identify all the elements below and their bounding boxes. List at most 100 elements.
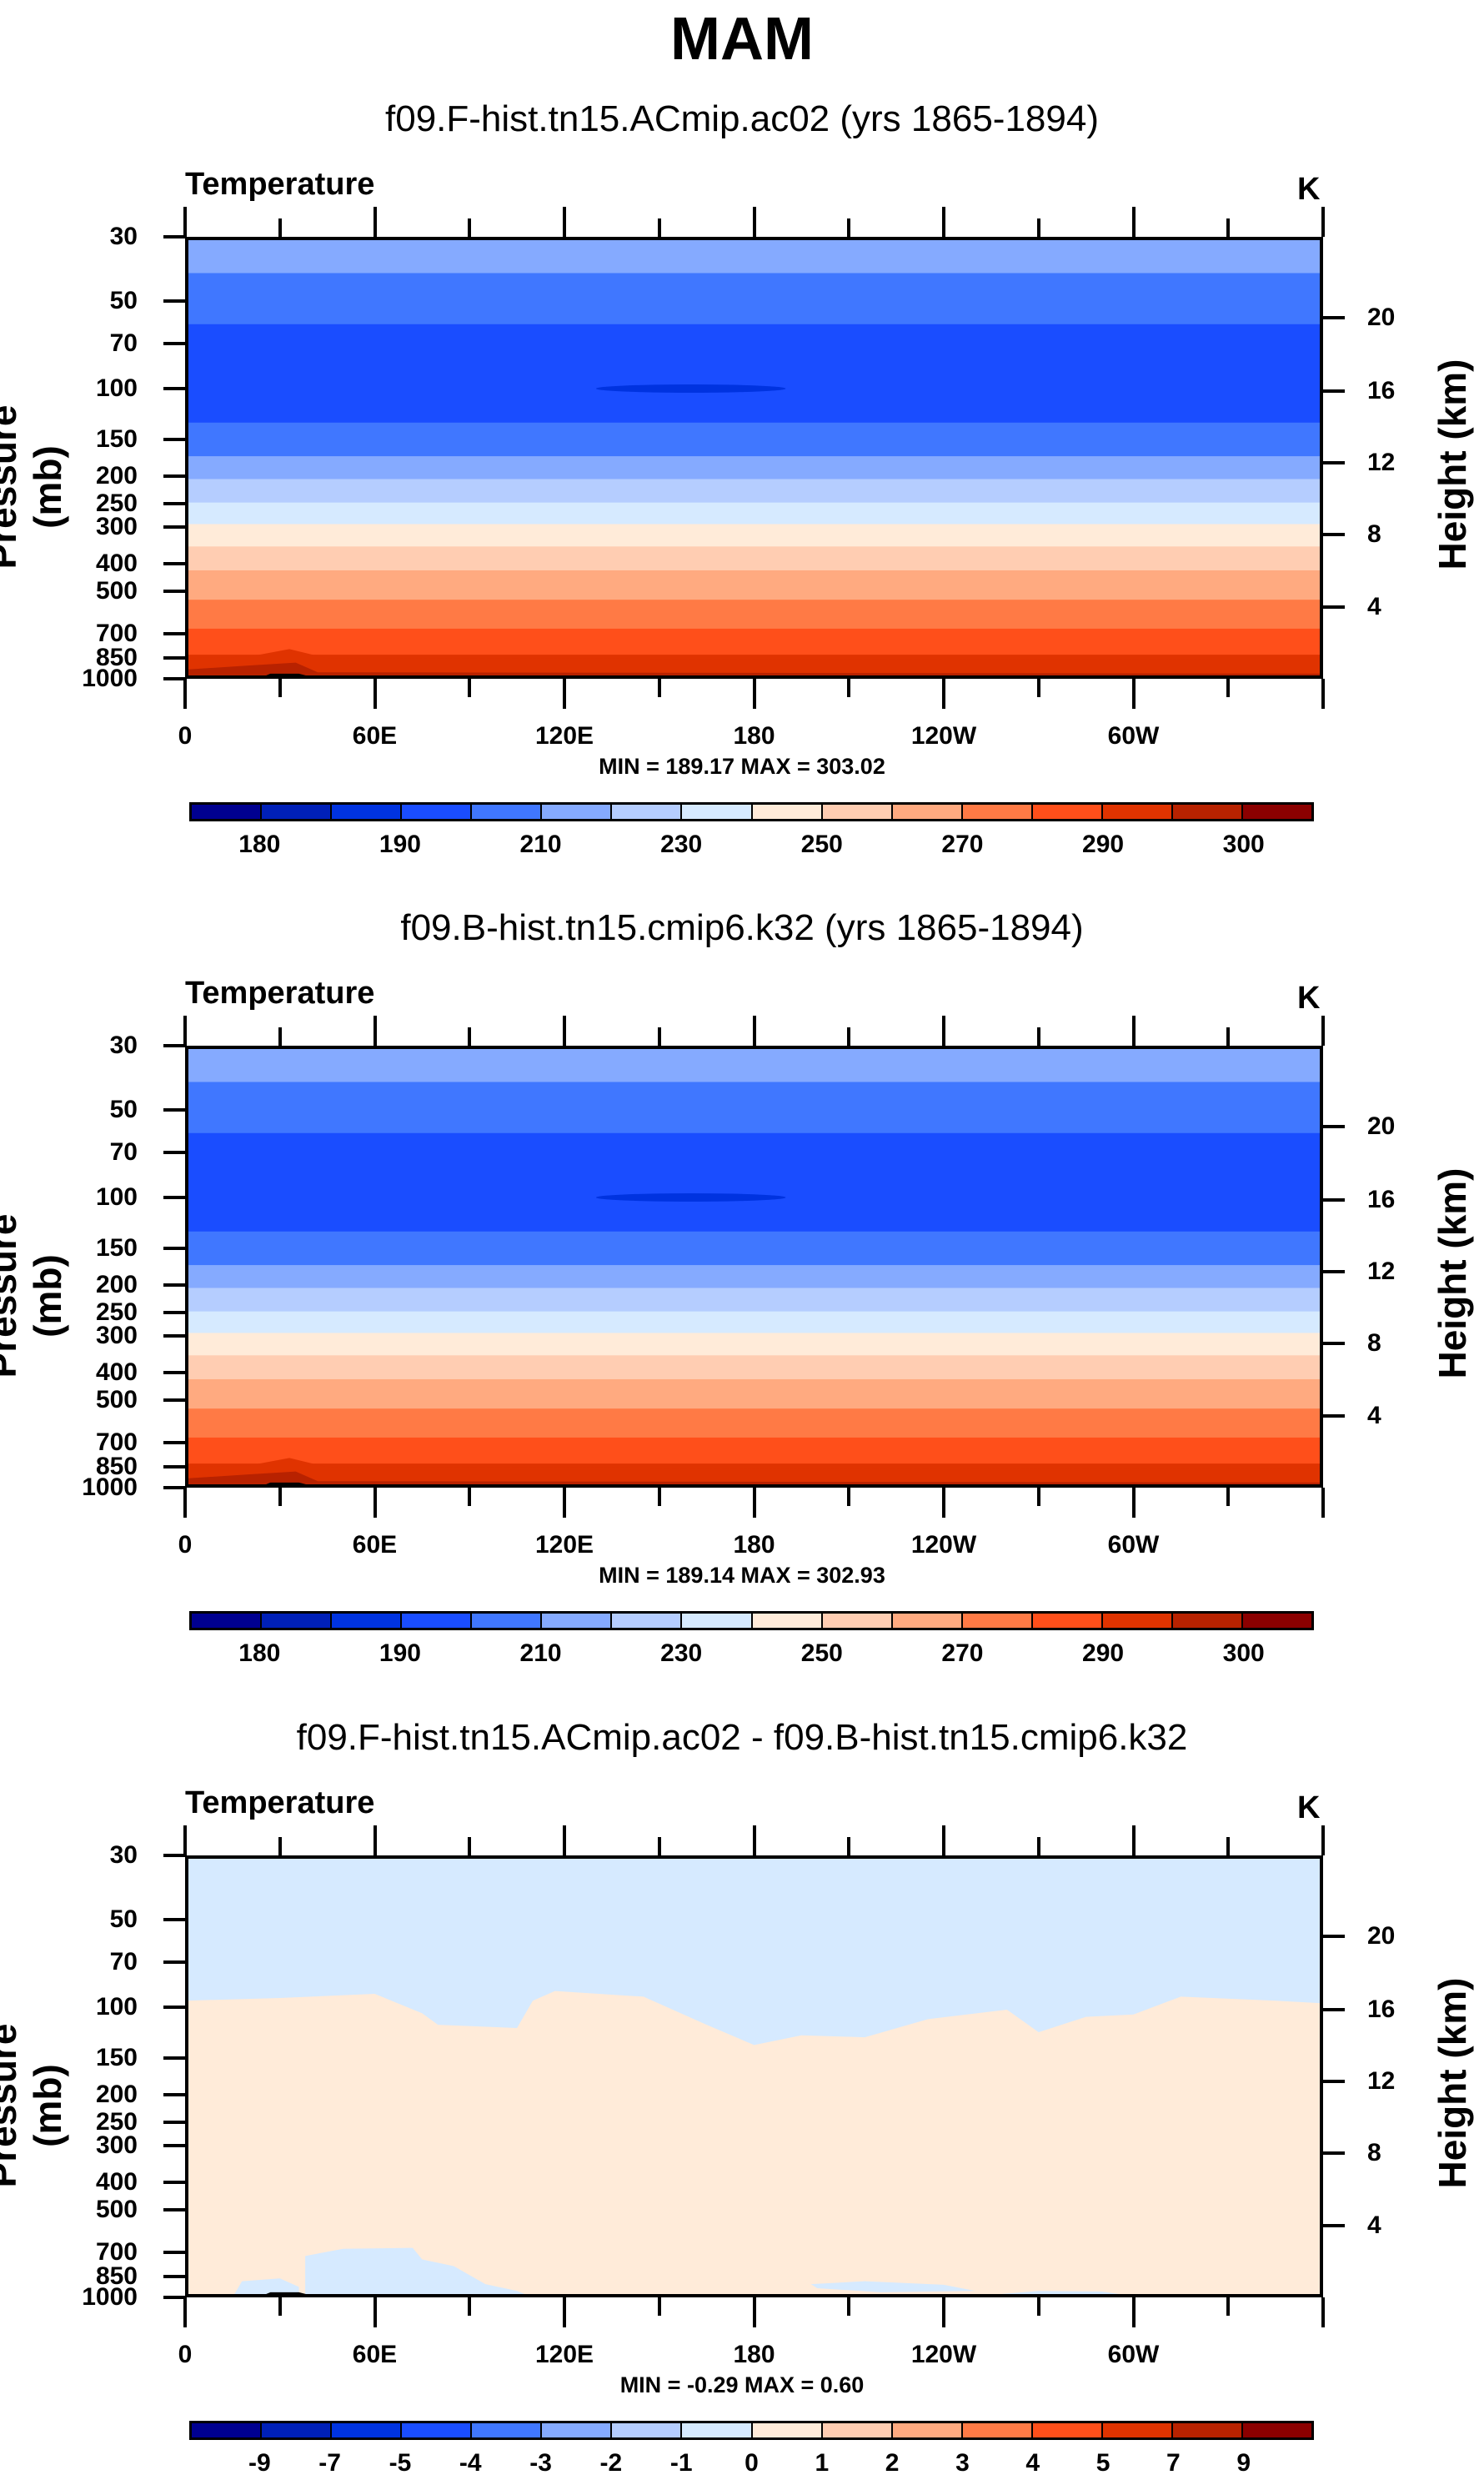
y-tick <box>163 656 185 660</box>
x-tick <box>563 1488 566 1518</box>
panel-1: f09.F-hist.tn15.ACmip.ac02 (yrs 1865-189… <box>0 0 1484 858</box>
contour-band <box>185 600 1323 630</box>
x-tick <box>278 679 282 697</box>
x-tick <box>1321 207 1325 237</box>
contour-band <box>185 1471 1323 1488</box>
y-tick-label: 850 <box>95 644 138 672</box>
y-tick-label: 400 <box>95 549 138 577</box>
x-tick <box>1131 207 1136 237</box>
colorbar-box <box>542 805 613 819</box>
contour-band <box>185 273 1323 325</box>
right-y-tick <box>1323 1413 1345 1418</box>
right-y-tick <box>1323 2079 1345 2083</box>
y-tick-label: 30 <box>109 223 138 250</box>
x-tick <box>1036 679 1040 697</box>
y-tick <box>163 1311 185 1315</box>
x-tick <box>278 1837 282 1855</box>
y-tick <box>163 1247 185 1251</box>
contour-band <box>185 1378 1323 1409</box>
y-tick <box>163 1398 185 1403</box>
contour-band <box>185 628 1323 655</box>
x-tick <box>278 2297 282 2316</box>
y-tick <box>163 1151 185 1155</box>
colorbar-box <box>1242 2423 1311 2437</box>
colorbar-box <box>262 2423 333 2437</box>
contour-band <box>185 456 1323 479</box>
y-tick <box>163 2275 185 2279</box>
colorbar-label: 290 <box>1082 1639 1125 1667</box>
y-tick <box>163 1195 185 1199</box>
y-tick-label: 150 <box>95 2044 138 2072</box>
colorbar-label: 250 <box>800 1639 843 1667</box>
x-tick-label: 180 <box>733 1531 775 1559</box>
x-tick <box>468 1837 472 1855</box>
colorbar-box <box>262 805 333 819</box>
y-tick-label: 70 <box>109 1138 138 1167</box>
colorbar-box <box>1102 805 1173 819</box>
y-tick <box>163 1044 185 1047</box>
y-tick <box>163 1283 185 1287</box>
colorbar-label: 300 <box>1222 831 1265 858</box>
y-tick-label: 700 <box>95 1428 138 1457</box>
negative-region <box>305 2247 534 2297</box>
colorbar-box <box>962 805 1033 819</box>
colorbar-label: 210 <box>519 831 562 858</box>
x-tick <box>183 207 187 237</box>
colorbar-box <box>472 2423 543 2437</box>
y-tick <box>163 632 185 636</box>
colorbar-box <box>542 2423 613 2437</box>
colorbar-label: 300 <box>1222 1639 1265 1667</box>
y-tick-label: 850 <box>95 1453 138 1481</box>
x-tick <box>1131 1016 1136 1046</box>
x-tick <box>847 1837 851 1855</box>
colorbar-label: -9 <box>248 2449 271 2477</box>
contour-band <box>185 324 1323 424</box>
right-y-axis-title: Height (km) <box>1431 1167 1474 1379</box>
x-tick <box>657 1837 661 1855</box>
x-tick <box>657 218 661 237</box>
contour-band <box>185 1408 1323 1438</box>
x-tick <box>942 1825 945 1855</box>
y-tick-label: 50 <box>109 1096 138 1124</box>
x-tick-label: 180 <box>733 2341 775 2368</box>
y-tick <box>163 2208 185 2212</box>
panel-title: f09.F-hist.tn15.ACmip.ac02 (yrs 1865-189… <box>385 98 1099 139</box>
x-tick-label: 60E <box>352 1531 398 1559</box>
units-label: K <box>1297 981 1321 1016</box>
y-tick <box>163 1960 185 1965</box>
contour-band <box>185 237 1323 274</box>
x-tick <box>183 679 187 709</box>
colorbar-box <box>822 1614 893 1628</box>
x-tick <box>1036 1837 1040 1855</box>
y-tick <box>163 1486 185 1489</box>
x-tick <box>1131 679 1136 709</box>
panel-3: f09.F-hist.tn15.ACmip.ac02 - f09.B-hist.… <box>0 1619 1484 2477</box>
right-y-tick-label: 16 <box>1367 1995 1396 2023</box>
right-y-tick-label: 20 <box>1367 304 1396 331</box>
x-tick-label: 60W <box>1107 722 1160 750</box>
y-tick <box>163 2056 185 2061</box>
y-tick <box>163 561 185 565</box>
y-tick-label: 200 <box>95 461 138 489</box>
colorbar-label: 4 <box>1025 2449 1040 2477</box>
right-y-tick-label: 16 <box>1367 376 1396 404</box>
colorbar-box <box>892 2423 963 2437</box>
y-tick <box>163 1108 185 1112</box>
y-tick-label: 200 <box>95 2080 138 2108</box>
x-tick <box>942 1488 945 1518</box>
x-tick <box>563 2297 566 2327</box>
right-y-tick-label: 12 <box>1367 1257 1396 1285</box>
right-y-tick-label: 4 <box>1367 592 1381 620</box>
y-tick-label: 70 <box>109 1948 138 1976</box>
x-tick-label: 60W <box>1107 2341 1160 2368</box>
y-tick-label: 30 <box>109 1841 138 1869</box>
contour-band <box>185 502 1323 525</box>
right-y-tick-label: 12 <box>1367 2066 1396 2095</box>
y-tick-label: 100 <box>95 1182 138 1211</box>
y-tick-label: 150 <box>95 425 138 454</box>
colorbar-label: -4 <box>459 2449 482 2477</box>
y-tick-label: 50 <box>109 1905 138 1934</box>
y-tick-label: 500 <box>95 2196 138 2224</box>
colorbar-label: 180 <box>238 1639 281 1667</box>
x-tick <box>942 679 945 709</box>
